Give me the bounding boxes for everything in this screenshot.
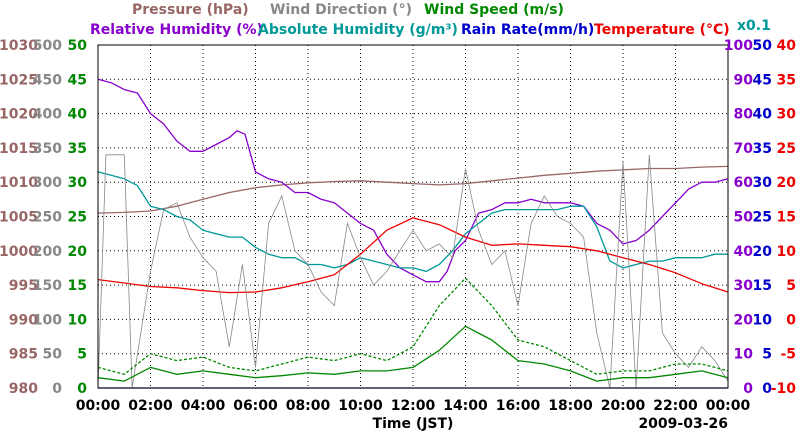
y-tick-wind-direction: 200 — [33, 244, 62, 260]
y-tick-pressure: 1000 — [0, 244, 38, 260]
y-tick-wind-direction: 250 — [33, 210, 62, 226]
y-tick-pressure: 990 — [9, 312, 38, 328]
y-tick-wind-speed: 45 — [68, 72, 87, 88]
y-tick-wind-direction: 450 — [33, 72, 62, 88]
y-tick-pressure: 1030 — [0, 38, 38, 54]
series-temperature-c — [97, 217, 729, 294]
y-tick-temperature: -5 — [780, 347, 796, 363]
y-tick-rain-rate: 0 — [762, 381, 772, 397]
legend-rain-rate: Rain Rate(mm/h) — [461, 22, 594, 38]
y-tick-rain-rate: 35 — [753, 141, 772, 157]
y-tick-humidity: 80 — [734, 107, 754, 123]
y-tick-humidity: 60 — [734, 175, 754, 191]
y-tick-wind-speed: 0 — [77, 381, 87, 397]
y-tick-humidity: 90 — [734, 72, 754, 88]
y-tick-wind-speed: 35 — [68, 141, 87, 157]
y-tick-humidity: 100 — [724, 38, 753, 54]
y-tick-rain-rate: 10 — [753, 312, 773, 328]
y-tick-pressure: 1020 — [0, 107, 38, 123]
y-tick-pressure: 1005 — [0, 210, 38, 226]
y-tick-rain-rate: 15 — [753, 278, 772, 294]
series-wind-speed-m-s — [97, 325, 729, 382]
series-pressure-hpa — [97, 165, 729, 214]
y-tick-wind-speed: 15 — [68, 278, 87, 294]
y-tick-temperature: 20 — [777, 175, 797, 191]
axis-ticks: 00:00 02:00 04:00 06:00 08:00 10:00 12:00 14:00… — [0, 38, 796, 414]
series-wind-direction — [97, 154, 729, 389]
y-tick-humidity: 20 — [734, 312, 754, 328]
y-tick-pressure: 1010 — [0, 175, 38, 191]
y-tick-wind-direction: 100 — [33, 312, 62, 328]
y-tick-wind-speed: 20 — [68, 244, 88, 260]
y-tick-wind-direction: 500 — [33, 38, 62, 54]
y-tick-humidity: 50 — [734, 210, 754, 226]
y-tick-rain-rate: 5 — [762, 347, 772, 363]
series-absolute-humidity-x0-1-g-m — [97, 171, 728, 273]
y-tick-temperature: 35 — [777, 72, 796, 88]
y-tick-temperature: 40 — [777, 38, 797, 54]
legend-temperature: Temperature (°C) — [594, 22, 730, 38]
y-tick-rain-rate: 45 — [753, 72, 772, 88]
series-wind-gust-m-s — [97, 277, 729, 375]
scale-note: x0.1 — [737, 18, 771, 34]
x-tick-label: 00:00 — [76, 398, 121, 414]
x-tick-label: 16:00 — [496, 398, 541, 414]
x-tick-label: 14:00 — [443, 398, 488, 414]
plot-frame — [97, 44, 729, 389]
x-tick-label: 20:00 — [601, 398, 646, 414]
y-tick-wind-speed: 25 — [68, 210, 87, 226]
x-tick-label: 08:00 — [286, 398, 331, 414]
y-tick-wind-direction: 0 — [52, 381, 62, 397]
y-tick-pressure: 1025 — [0, 72, 38, 88]
y-tick-wind-direction: 350 — [33, 141, 62, 157]
y-tick-humidity: 70 — [734, 141, 754, 157]
x-tick-label: 00:00 — [706, 398, 751, 414]
y-tick-rain-rate: 40 — [753, 107, 773, 123]
y-tick-rain-rate: 20 — [753, 244, 773, 260]
y-tick-wind-direction: 50 — [43, 347, 63, 363]
y-tick-wind-direction: 150 — [33, 278, 62, 294]
x-tick-label: 02:00 — [128, 398, 173, 414]
y-tick-humidity: 10 — [734, 347, 754, 363]
y-tick-temperature: -10 — [771, 381, 797, 397]
y-tick-wind-speed: 40 — [68, 107, 88, 123]
y-tick-pressure: 985 — [9, 347, 38, 363]
y-tick-humidity: 40 — [734, 244, 754, 260]
y-tick-humidity: 0 — [743, 381, 753, 397]
y-tick-pressure: 995 — [9, 278, 38, 294]
y-tick-rain-rate: 25 — [753, 210, 772, 226]
legend-pressure: Pressure (hPa) — [132, 2, 249, 18]
x-tick-label: 04:00 — [181, 398, 226, 414]
y-tick-wind-speed: 5 — [77, 347, 87, 363]
y-tick-rain-rate: 50 — [753, 38, 773, 54]
y-tick-temperature: 30 — [777, 107, 797, 123]
y-tick-wind-direction: 400 — [33, 107, 62, 123]
y-tick-humidity: 30 — [734, 278, 754, 294]
x-tick-label: 06:00 — [233, 398, 278, 414]
y-tick-wind-speed: 10 — [68, 312, 88, 328]
chart-date: 2009-03-26 — [638, 416, 728, 432]
legend-relative-humidity: Relative Humidity (%) — [90, 22, 263, 38]
y-tick-wind-direction: 300 — [33, 175, 62, 191]
y-tick-pressure: 980 — [9, 381, 38, 397]
grid — [98, 45, 728, 388]
y-tick-temperature: 0 — [786, 312, 796, 328]
y-tick-temperature: 10 — [777, 244, 797, 260]
x-axis-label: Time (JST) — [373, 416, 454, 432]
y-tick-wind-speed: 30 — [68, 175, 88, 191]
x-tick-label: 10:00 — [338, 398, 383, 414]
y-tick-pressure: 1015 — [0, 141, 38, 157]
legend-absolute-humidity: Absolute Humidity (g/m³) — [258, 22, 458, 38]
y-tick-temperature: 15 — [777, 210, 796, 226]
y-tick-rain-rate: 30 — [753, 175, 773, 191]
x-tick-label: 22:00 — [653, 398, 698, 414]
y-tick-temperature: 5 — [786, 278, 796, 294]
y-tick-wind-speed: 50 — [68, 38, 88, 54]
y-tick-temperature: 25 — [777, 141, 796, 157]
x-tick-label: 12:00 — [391, 398, 436, 414]
legend-wind-direction: Wind Direction (°) — [270, 2, 412, 18]
x-tick-label: 18:00 — [548, 398, 593, 414]
legend-wind-speed: Wind Speed (m/s) — [424, 2, 564, 18]
